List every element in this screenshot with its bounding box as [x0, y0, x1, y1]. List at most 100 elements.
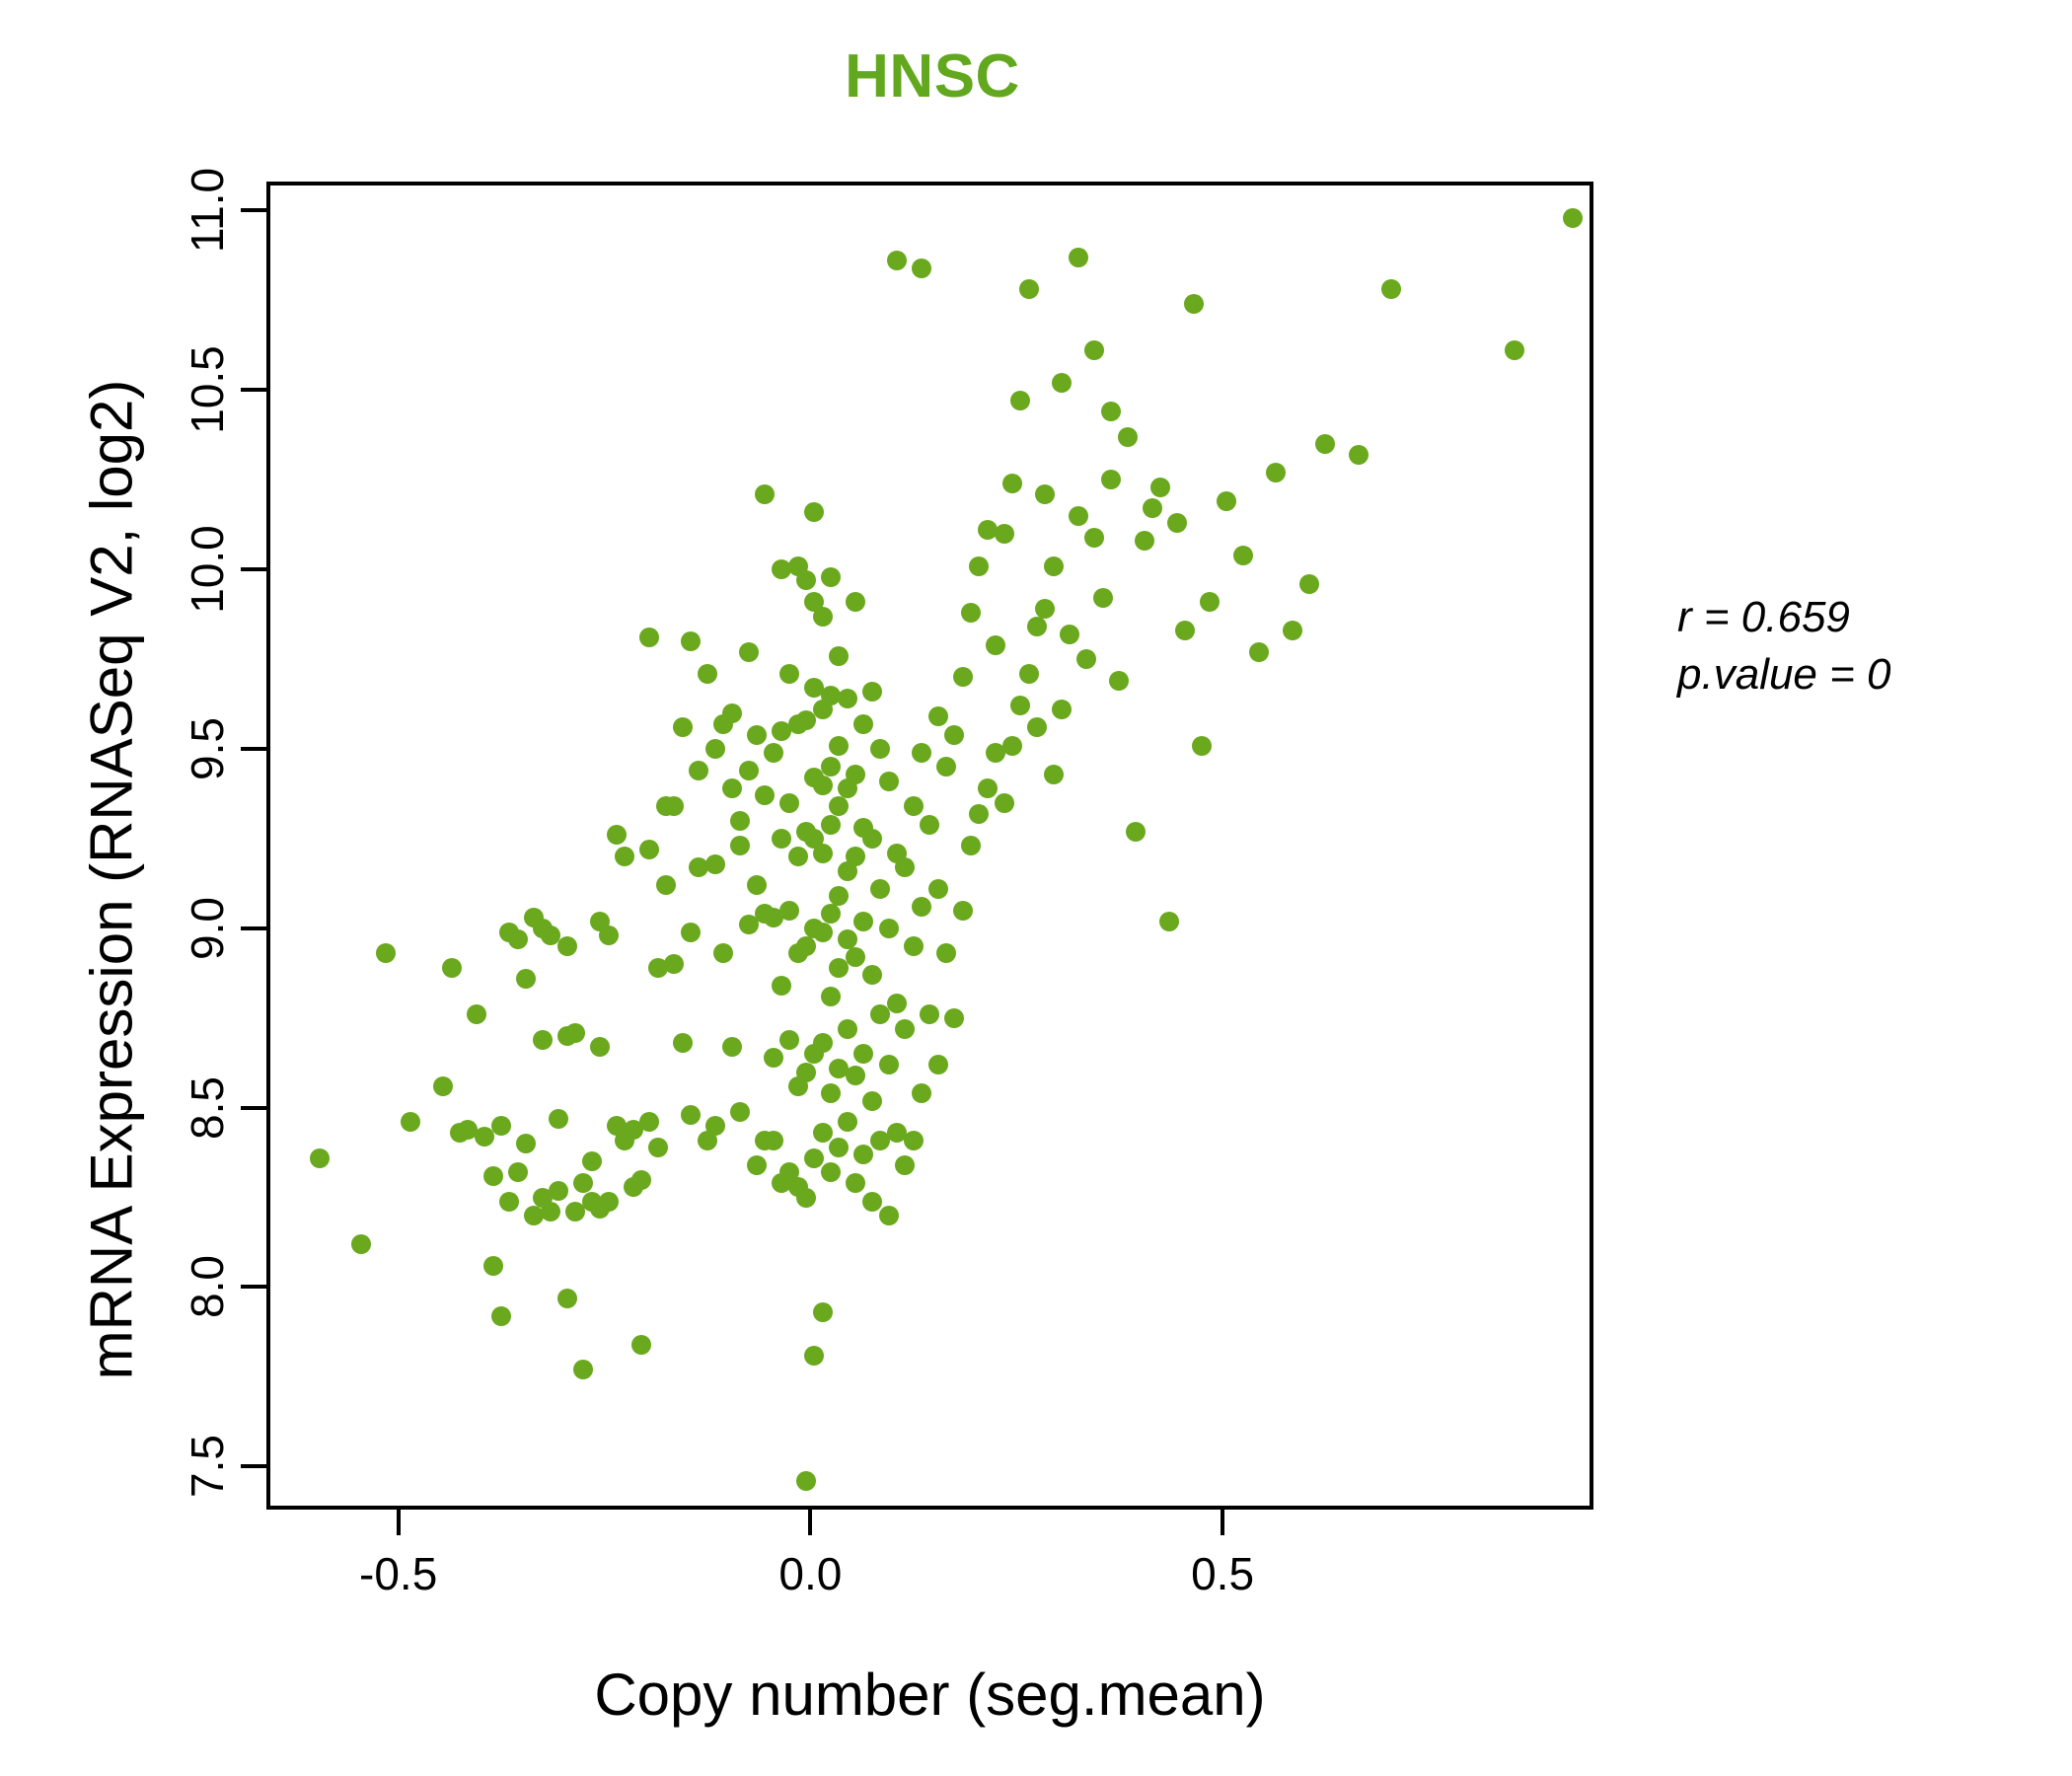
scatter-point [763, 742, 783, 763]
scatter-points-layer [270, 185, 1590, 1506]
pvalue-value: p.value = 0 [1677, 650, 1891, 699]
scatter-point [878, 771, 899, 791]
scatter-point [1150, 477, 1171, 497]
scatter-point [812, 606, 833, 627]
y-axis-tick [241, 1285, 266, 1290]
scatter-point [796, 710, 816, 731]
scatter-point [829, 1137, 850, 1157]
plot-area [266, 182, 1593, 1510]
scatter-point [1315, 433, 1336, 454]
scatter-point [598, 1191, 619, 1212]
scatter-point [812, 843, 833, 863]
scatter-point [689, 760, 709, 780]
scatter-point [1562, 207, 1583, 228]
scatter-point [532, 1029, 553, 1050]
scatter-point [829, 735, 850, 756]
scatter-point [730, 810, 751, 831]
scatter-point [1381, 279, 1402, 300]
scatter-point [672, 1033, 693, 1054]
scatter-point [903, 1130, 924, 1150]
scatter-point [507, 1162, 528, 1183]
scatter-point [812, 1123, 833, 1144]
scatter-point [746, 875, 767, 896]
scatter-point [713, 943, 734, 964]
scatter-point [1101, 470, 1122, 490]
scatter-point [746, 724, 767, 745]
scatter-point [705, 853, 726, 874]
scatter-point [796, 936, 816, 957]
scatter-point [861, 681, 882, 702]
scatter-point [977, 778, 998, 799]
scatter-point [911, 1083, 931, 1104]
y-axis-tick [241, 925, 266, 930]
scatter-point [771, 720, 791, 741]
y-axis-tick [241, 208, 266, 213]
scatter-point [573, 1360, 594, 1380]
scatter-point [1101, 402, 1122, 422]
scatter-point [870, 1004, 891, 1025]
scatter-point [755, 483, 776, 504]
scatter-point [647, 958, 668, 979]
scatter-point [1505, 340, 1525, 361]
scatter-point [961, 602, 982, 623]
x-axis-label: Copy number (seg.mean) [594, 1662, 1266, 1728]
scatter-point [812, 1302, 833, 1323]
scatter-point [763, 908, 783, 928]
scatter-point [886, 251, 907, 271]
scatter-point [606, 825, 627, 846]
scatter-point [829, 886, 850, 907]
scatter-point [829, 1058, 850, 1078]
scatter-point [837, 1018, 857, 1039]
x-axis-tick [1221, 1510, 1225, 1535]
scatter-point [861, 1090, 882, 1111]
scatter-point [499, 1191, 520, 1212]
scatter-point [1051, 700, 1072, 720]
scatter-point [779, 663, 800, 684]
scatter-point [846, 847, 866, 867]
scatter-point [952, 900, 973, 921]
scatter-point [853, 713, 874, 734]
y-axis-label: mRNA Expression (RNASeq V2, log2) [78, 379, 145, 1380]
scatter-point [1018, 279, 1039, 300]
scatter-point [861, 829, 882, 850]
scatter-point [541, 1202, 561, 1222]
scatter-point [590, 1037, 611, 1058]
scatter-point [861, 1191, 882, 1212]
scatter-point [1158, 911, 1179, 931]
x-axis-tick [808, 1510, 813, 1535]
scatter-point [837, 1112, 857, 1133]
scatter-point [549, 1108, 569, 1129]
scatter-point [565, 1202, 586, 1222]
scatter-point [1142, 498, 1162, 519]
scatter-point [401, 1112, 421, 1133]
scatter-point [878, 1055, 899, 1075]
statistics-annotation: r = 0.659 p.value = 0 [1677, 589, 1891, 703]
scatter-point [1018, 663, 1039, 684]
scatter-point [1084, 340, 1105, 361]
scatter-point [911, 742, 931, 763]
y-axis-tick [241, 566, 266, 571]
scatter-point [655, 875, 676, 896]
scatter-point [350, 1234, 371, 1255]
scatter-point [466, 1004, 486, 1025]
scatter-point [829, 796, 850, 817]
scatter-point [1001, 473, 1022, 493]
scatter-point [952, 667, 973, 688]
scatter-point [630, 1169, 651, 1190]
scatter-point [482, 1166, 503, 1187]
scatter-point [598, 925, 619, 946]
x-axis-tick [396, 1510, 401, 1535]
scatter-point [1035, 483, 1056, 504]
scatter-point [573, 1173, 594, 1194]
scatter-point [1183, 294, 1204, 315]
x-axis-tick-label: 0.5 [1191, 1548, 1255, 1599]
scatter-point [779, 900, 800, 921]
scatter-point [441, 958, 462, 979]
scatter-point [1134, 531, 1154, 552]
scatter-point [903, 936, 924, 957]
scatter-point [878, 919, 899, 939]
scatter-point [524, 1206, 545, 1226]
y-axis-tick [241, 1464, 266, 1469]
scatter-point [730, 1101, 751, 1122]
scatter-point [681, 922, 702, 942]
